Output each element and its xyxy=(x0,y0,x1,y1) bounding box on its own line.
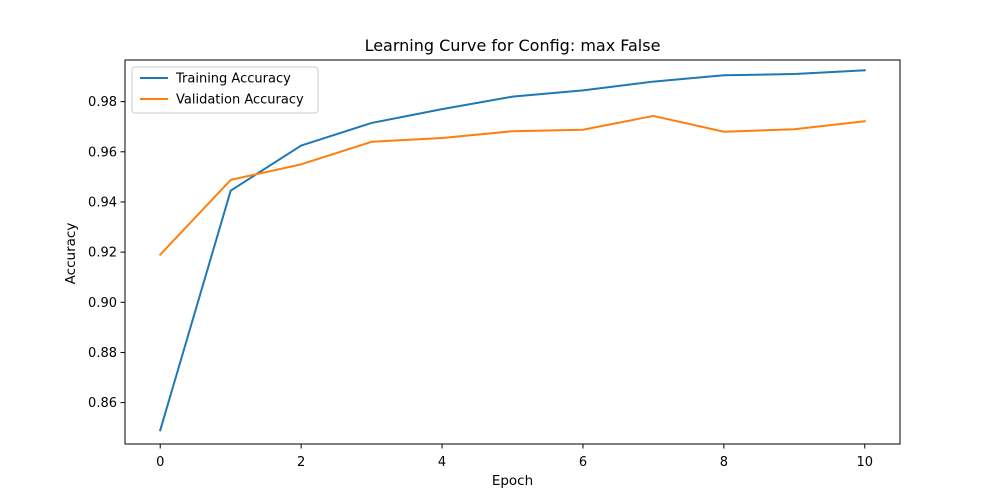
x-tick-label: 0 xyxy=(156,455,164,470)
x-axis-label: Epoch xyxy=(492,473,533,489)
y-tick-label: 0.96 xyxy=(88,145,117,160)
x-tick-label: 10 xyxy=(856,455,873,470)
y-tick-label: 0.94 xyxy=(88,195,117,210)
y-tick-label: 0.98 xyxy=(88,95,117,110)
plot-area: 0 2 4 6 8 10 0.86 0.88 0.90 0.92 0.94 0.96 0.98 xyxy=(88,59,901,470)
y-tick-label: 0.90 xyxy=(88,296,117,311)
legend: Training Accuracy Validation Accuracy xyxy=(131,66,319,114)
x-tick-label: 4 xyxy=(438,455,446,470)
x-tick-label: 8 xyxy=(720,455,728,470)
x-tick-label: 2 xyxy=(297,455,305,470)
legend-label-0: Training Accuracy xyxy=(175,72,291,87)
y-tick-label: 0.92 xyxy=(88,246,117,261)
legend-box xyxy=(131,66,319,114)
y-axis-label: Accuracy xyxy=(63,223,79,285)
series-line-1 xyxy=(158,114,866,257)
x-tick-label: 6 xyxy=(579,455,587,470)
y-tick-label: 0.88 xyxy=(88,346,117,361)
series-line-0 xyxy=(158,69,866,432)
chart-title: Learning Curve for Config: max False xyxy=(365,36,661,55)
legend-label-1: Validation Accuracy xyxy=(176,93,304,108)
y-tick-label: 0.86 xyxy=(88,396,117,411)
